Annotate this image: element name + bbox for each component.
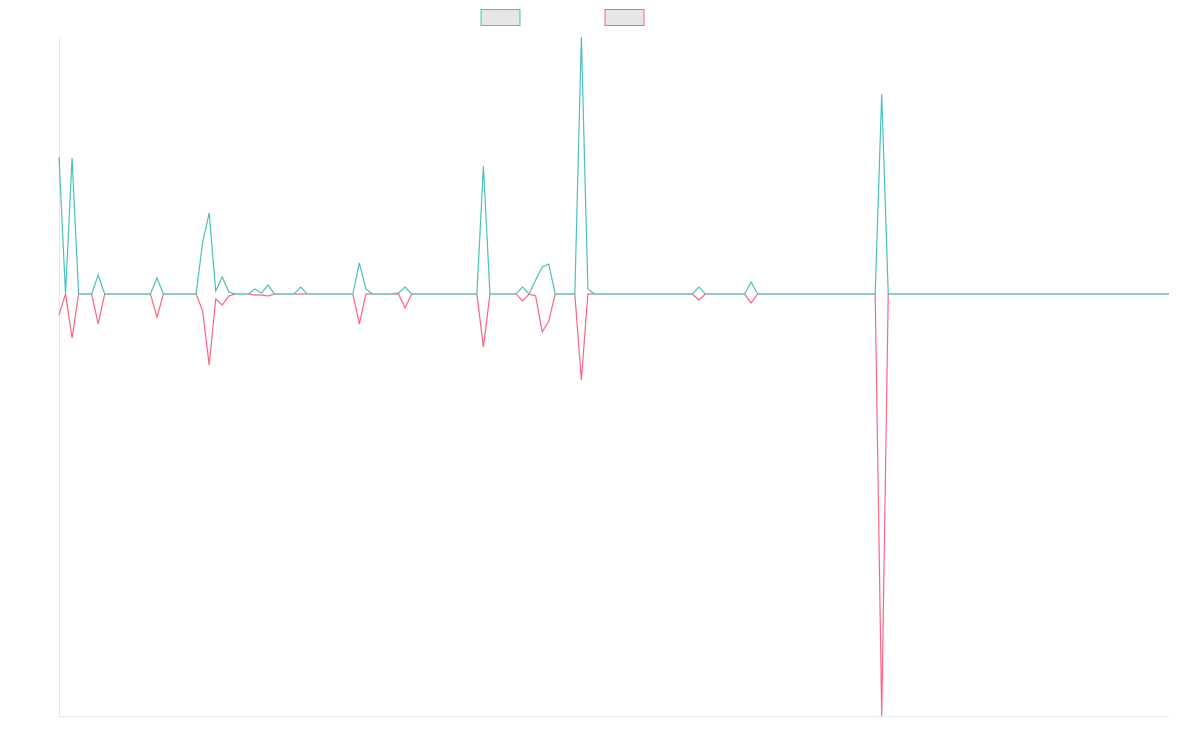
legend-swatch [604,9,645,26]
legend-swatch [480,9,521,26]
series-line [58,36,1169,296]
series-line [58,293,1169,717]
